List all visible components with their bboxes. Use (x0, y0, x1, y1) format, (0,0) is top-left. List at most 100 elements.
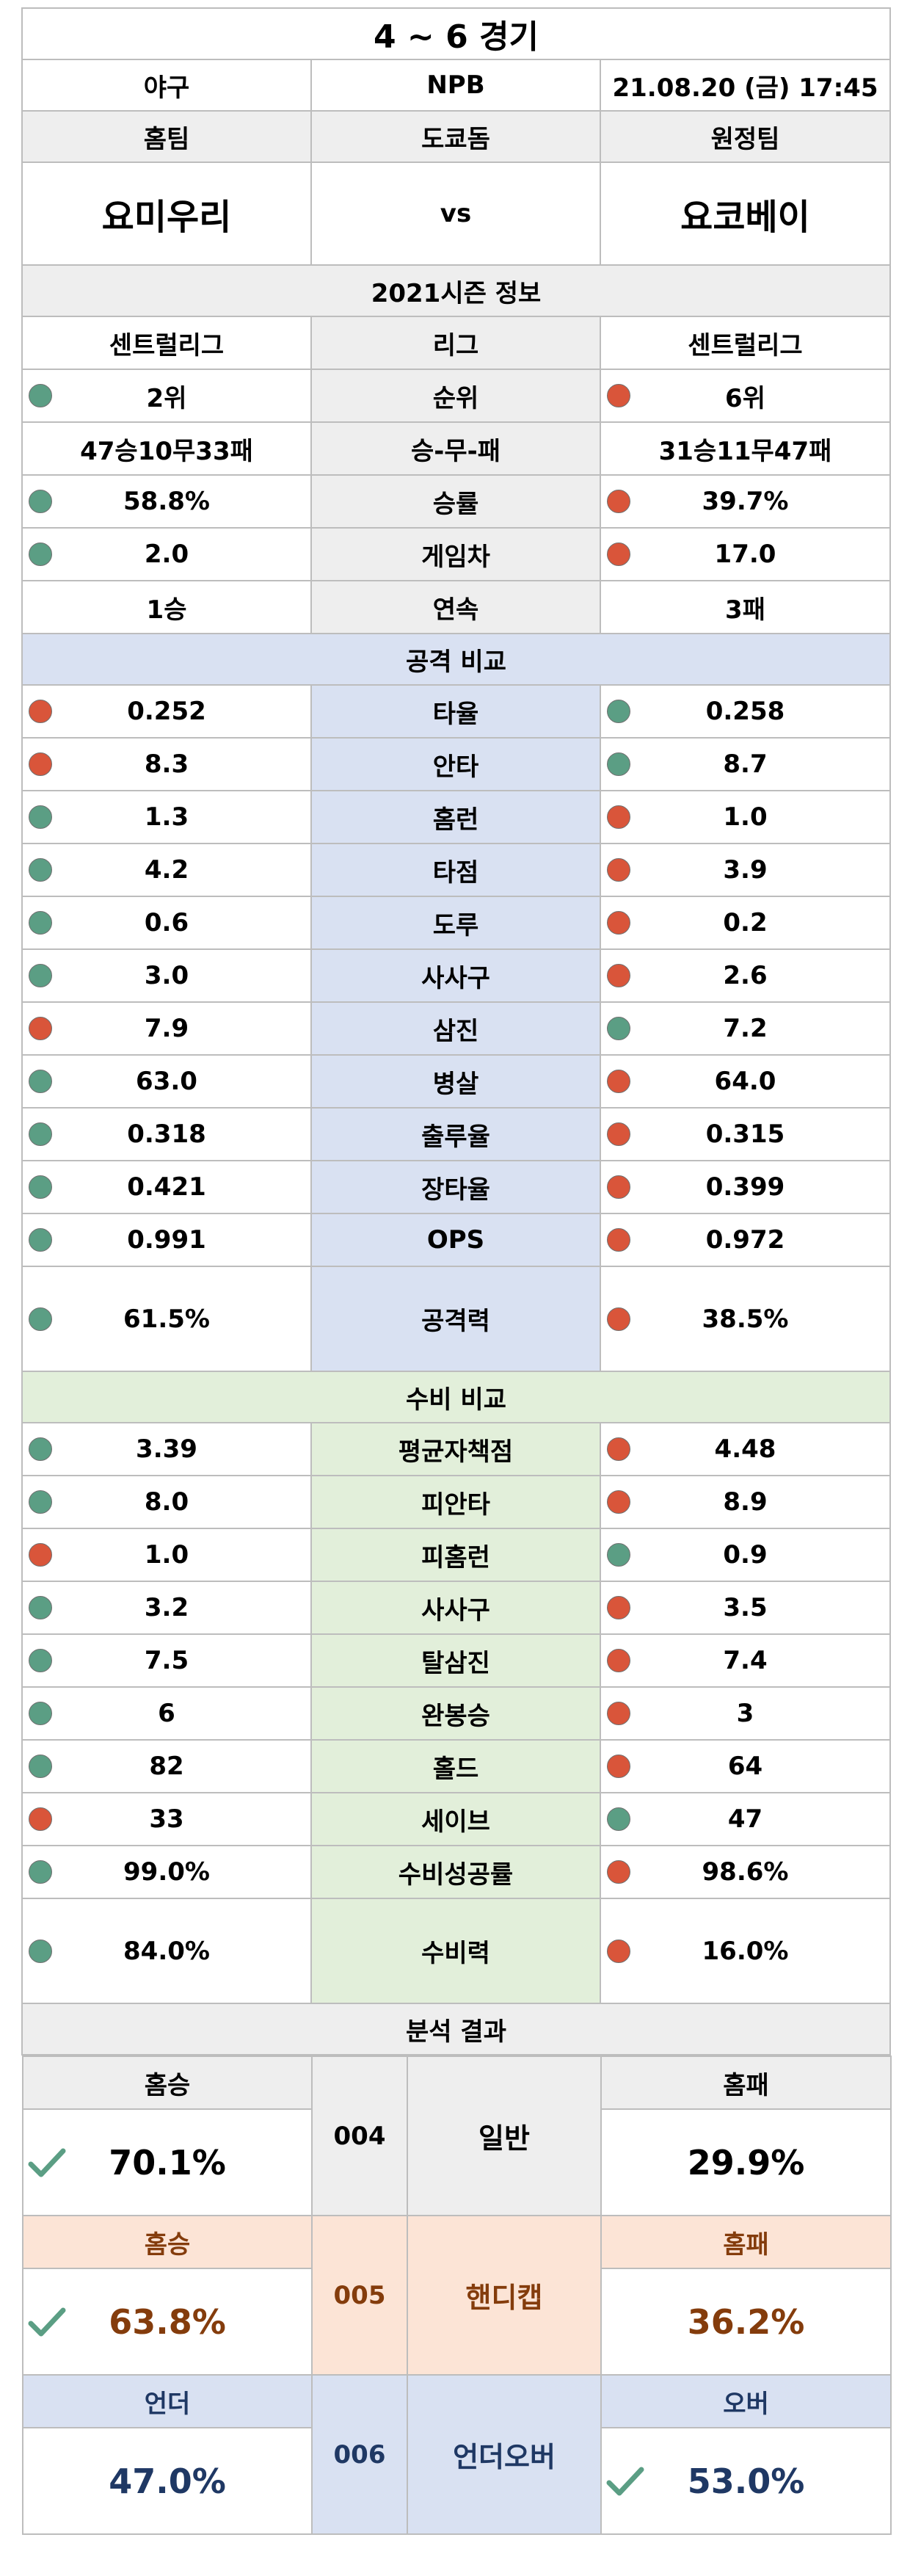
away-power-value-text: 38.5% (702, 1304, 789, 1334)
analysis-block-header: 언더 006 언더오버 오버 (22, 2374, 892, 2535)
table-row: 센트럴리그 리그 센트럴리그 (21, 316, 891, 370)
right-outcome-label-text: 홈패 (723, 2229, 769, 2260)
table-row: 2.0 게임차 17.0 (21, 527, 891, 581)
bet-code-text: 006 (333, 2439, 386, 2470)
red-circle-icon (607, 1596, 630, 1619)
season-section-title-row: 2021시즌 정보 (21, 264, 891, 317)
away-stat-value-text: 64.0 (714, 1067, 776, 1096)
stat-label: 순위 (310, 369, 601, 423)
home-stat-value-text: 1.3 (144, 802, 189, 832)
away-stat-value-text: 7.2 (723, 1014, 768, 1043)
stat-label-text: 홀드 (432, 1754, 479, 1784)
stat-label: 장타율 (310, 1160, 601, 1214)
stat-label: 안타 (310, 737, 601, 791)
table-row: 1.0 피홈런 0.9 (21, 1528, 891, 1582)
table-row: 3.39 평균자책점 4.48 (21, 1422, 891, 1476)
away-stat-value-text: 64 (727, 1752, 763, 1781)
away-stat-value-text: 0.399 (705, 1172, 785, 1202)
red-circle-icon (29, 700, 52, 723)
away-stat-value-text: 0.258 (705, 697, 785, 726)
away-stat-value: 3패 (600, 580, 891, 634)
away-stat-value-text: 17.0 (714, 540, 776, 569)
away-stat-value-text: 2.6 (723, 961, 768, 990)
home-stat-value: 1.0 (21, 1528, 312, 1582)
home-power-value-text: 84.0% (123, 1936, 210, 1966)
stat-label-text: 평균자책점 (398, 1437, 514, 1467)
red-circle-icon (607, 1175, 630, 1199)
home-stat-value-text: 1승 (146, 595, 187, 625)
right-outcome-value: 29.9% (600, 2108, 892, 2216)
home-stat-value: 7.5 (21, 1633, 312, 1688)
away-stat-value-text: 4.48 (714, 1434, 776, 1464)
table-row: 4.2 타점 3.9 (21, 843, 891, 897)
right-outcome-value-text: 36.2% (687, 2301, 805, 2342)
away-stat-value: 7.4 (600, 1633, 891, 1688)
home-stat-value: 센트럴리그 (21, 316, 312, 370)
home-stat-value-text: 2위 (146, 383, 187, 413)
stat-label-text: 연속 (432, 595, 479, 625)
analysis-block-values: 70.1% 29.9% (22, 2108, 892, 2216)
away-stat-value-text: 0.972 (705, 1225, 785, 1255)
home-stat-value: 0.991 (21, 1213, 312, 1267)
left-outcome-label-text: 홈승 (144, 2070, 191, 2100)
green-circle-icon (29, 1860, 52, 1884)
bet-code: 004 (311, 2056, 408, 2216)
home-stat-value-text: 7.9 (144, 1014, 189, 1043)
stat-label: 평균자책점 (310, 1422, 601, 1476)
home-stat-value: 8.3 (21, 737, 312, 791)
stat-label: 타점 (310, 843, 601, 897)
right-outcome-label: 홈패 (600, 2215, 892, 2269)
home-stat-value: 0.318 (21, 1107, 312, 1161)
analysis-row: 홈승 004 일반 홈패 70.1% 29.9% 홈승 005 핸디캡 홈패 63.8% 36.2% 언… (22, 2055, 892, 2535)
stat-label-text: 병살 (432, 1069, 479, 1099)
stat-label-text: 탈삼진 (421, 1648, 490, 1678)
stat-label: 병살 (310, 1054, 601, 1109)
left-outcome-label: 홈승 (22, 2215, 313, 2269)
away-power-value: 38.5% (600, 1266, 891, 1372)
table-body: 4 ~ 6 경기 야구 NPB 21.08.20 (금) 17:45 홈팀 도쿄… (21, 7, 892, 2535)
page-title: 4 ~ 6 경기 (21, 7, 891, 60)
away-stat-value-text: 8.7 (723, 750, 768, 779)
away-stat-value: 31승11무47패 (600, 421, 891, 476)
stat-label: 리그 (310, 316, 601, 370)
table-row: 7.9 삼진 7.2 (21, 1001, 891, 1056)
stat-label-text: 타율 (432, 699, 479, 729)
right-outcome-label: 홈패 (600, 2056, 892, 2110)
table-row: 99.0% 수비성공률 98.6% (21, 1845, 891, 1899)
left-outcome-label: 홈승 (22, 2056, 313, 2110)
red-circle-icon (607, 1755, 630, 1778)
away-stat-value: 0.2 (600, 896, 891, 950)
away-stat-value: 3.9 (600, 843, 891, 897)
bet-type-name: 일반 (407, 2056, 602, 2216)
home-stat-value-text: 8.0 (144, 1487, 189, 1517)
stat-label: 피안타 (310, 1475, 601, 1529)
home-stat-value-text: 2.0 (144, 540, 189, 569)
green-circle-icon (607, 1807, 630, 1831)
red-circle-icon (29, 1017, 52, 1040)
bet-type-name-text: 일반 (478, 2122, 530, 2155)
analysis-block-header: 홈승 005 핸디캡 홈패 (22, 2215, 892, 2376)
away-stat-value: 0.9 (600, 1528, 891, 1582)
away-stat-value: 64.0 (600, 1054, 891, 1109)
stat-label: 완봉승 (310, 1686, 601, 1741)
sport-label: 야구 (21, 59, 312, 112)
away-power-value: 16.0% (600, 1898, 891, 2004)
stat-label-text: 리그 (432, 330, 479, 360)
home-stat-value-text: 6 (158, 1699, 175, 1728)
checkmark-icon (28, 2148, 66, 2177)
home-stat-value: 6 (21, 1686, 312, 1741)
bet-type-name: 언더오버 (407, 2374, 602, 2535)
table-row: 0.252 타율 0.258 (21, 684, 891, 739)
stat-label-text: 수비성공률 (398, 1860, 514, 1890)
stat-label-text: 완봉승 (421, 1701, 490, 1731)
away-stat-value-text: 센트럴리그 (688, 330, 803, 360)
left-outcome-value-text: 70.1% (109, 2142, 226, 2183)
stat-label: 연속 (310, 580, 601, 634)
stat-label-text: 세이브 (421, 1807, 490, 1837)
stat-label: 삼진 (310, 1001, 601, 1056)
bet-code-text: 005 (333, 2280, 386, 2310)
bet-code-text: 004 (333, 2121, 386, 2151)
home-stat-value-text: 0.421 (127, 1172, 206, 1202)
home-stat-value: 3.2 (21, 1581, 312, 1635)
away-stat-value-text: 8.9 (723, 1487, 768, 1517)
